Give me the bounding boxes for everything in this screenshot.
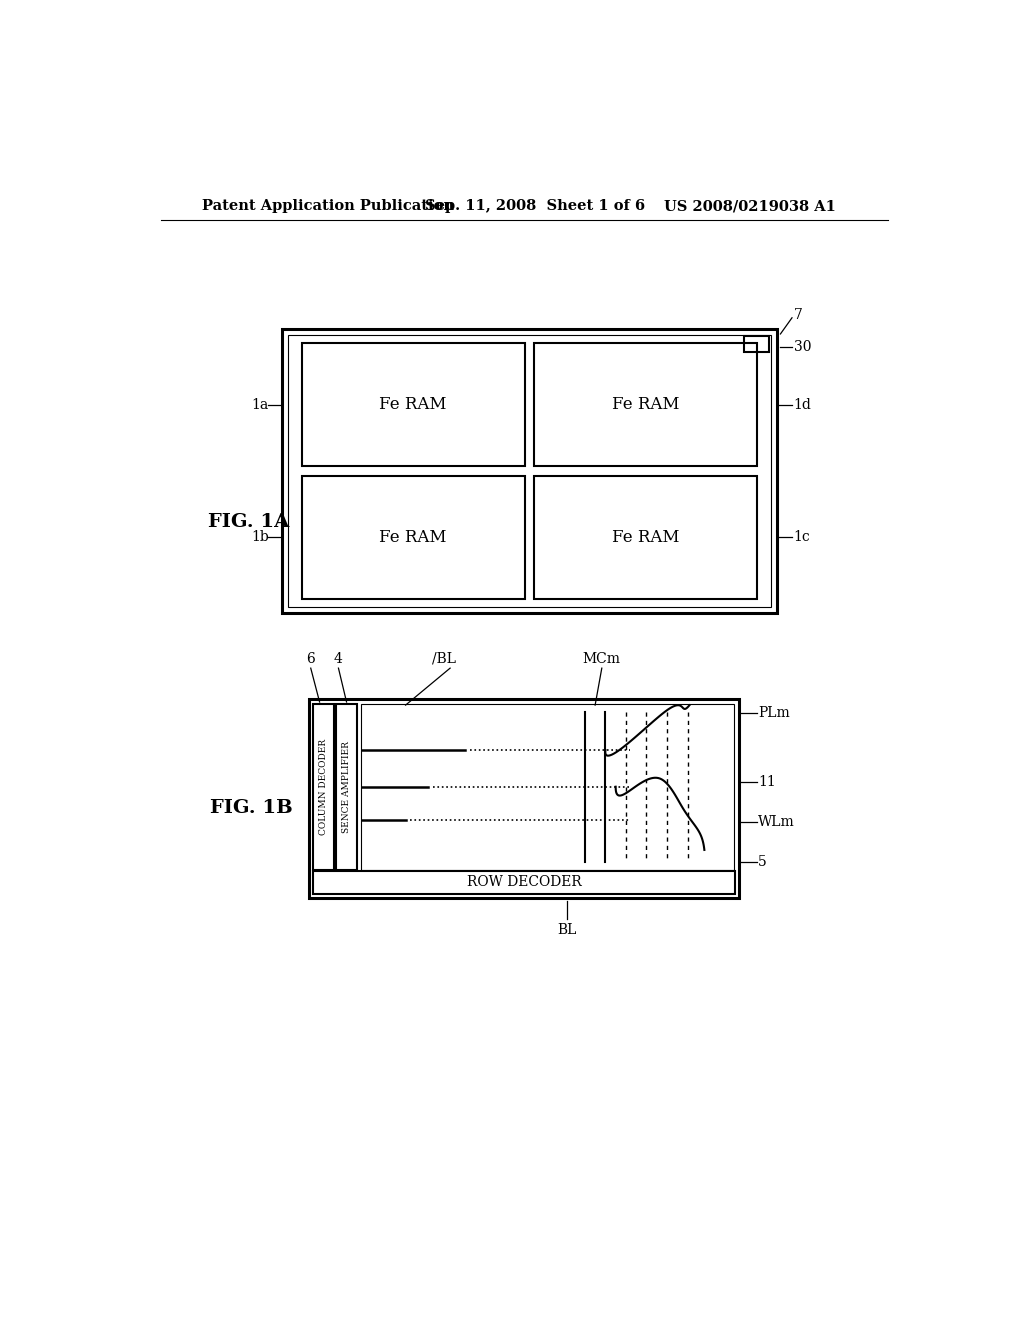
Bar: [360, 704, 734, 870]
Text: BL: BL: [557, 923, 577, 937]
Text: Fe RAM: Fe RAM: [380, 396, 446, 413]
Text: 6: 6: [306, 652, 315, 665]
Text: 5: 5: [758, 855, 767, 869]
Text: SENCE AMPLIFIER: SENCE AMPLIFIER: [342, 741, 351, 833]
Bar: [288, 335, 771, 607]
Bar: [535, 343, 758, 466]
Text: COLUMN DECODER: COLUMN DECODER: [318, 739, 328, 834]
Bar: [744, 335, 769, 352]
Text: FIG. 1B: FIG. 1B: [210, 799, 293, 817]
Bar: [535, 475, 758, 599]
Text: PLm: PLm: [758, 706, 790, 719]
Text: 7: 7: [794, 309, 803, 322]
Text: 4: 4: [334, 652, 343, 665]
Text: 30: 30: [794, 341, 811, 354]
Text: /BL: /BL: [432, 652, 456, 665]
Bar: [283, 330, 776, 612]
Text: 1b: 1b: [252, 531, 269, 544]
Bar: [309, 700, 739, 898]
Text: Fe RAM: Fe RAM: [380, 529, 446, 545]
Text: Fe RAM: Fe RAM: [612, 396, 680, 413]
Text: 1c: 1c: [794, 531, 810, 544]
Bar: [313, 704, 334, 870]
Text: Patent Application Publication: Patent Application Publication: [202, 199, 455, 213]
Text: MCm: MCm: [583, 652, 621, 665]
Bar: [336, 704, 357, 870]
Text: 1d: 1d: [794, 397, 811, 412]
Text: US 2008/0219038 A1: US 2008/0219038 A1: [665, 199, 836, 213]
Text: 11: 11: [758, 775, 776, 789]
Bar: [313, 871, 735, 894]
Bar: [301, 343, 524, 466]
Text: Sep. 11, 2008  Sheet 1 of 6: Sep. 11, 2008 Sheet 1 of 6: [425, 199, 645, 213]
Text: 1a: 1a: [252, 397, 268, 412]
Text: FIG. 1A: FIG. 1A: [208, 513, 289, 531]
Bar: [301, 475, 524, 599]
Text: ROW DECODER: ROW DECODER: [467, 875, 582, 890]
Text: WLm: WLm: [758, 816, 795, 829]
Text: Fe RAM: Fe RAM: [612, 529, 680, 545]
